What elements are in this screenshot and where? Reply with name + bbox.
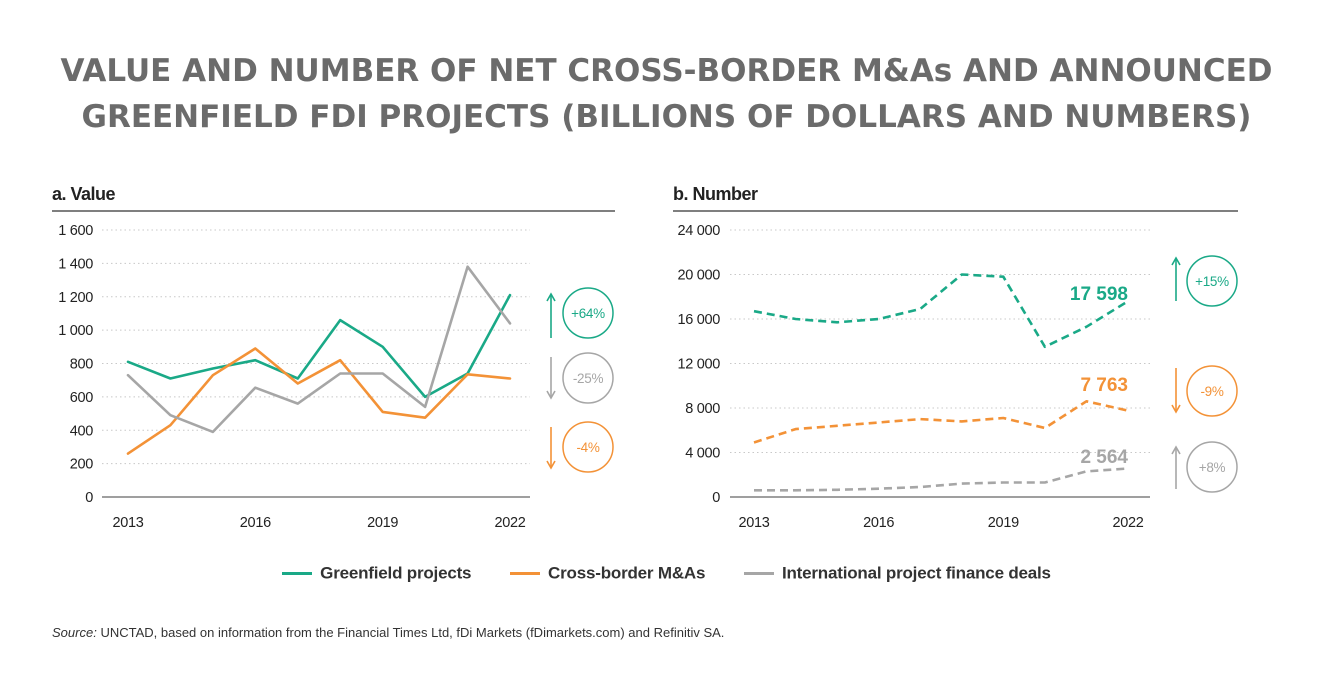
panel-number-badge-arrowhead-ma (1171, 404, 1181, 414)
panel-value-badge-label-ma: -4% (576, 440, 599, 455)
panel-number-badge-label-finance: +8% (1199, 460, 1226, 475)
panel-number-end-label-greenfield: 17 598 (1070, 284, 1128, 305)
panel-number-y-tick-label: 12 000 (677, 357, 720, 373)
panel-number-x-tick-label: 2013 (738, 515, 769, 531)
legend-swatch-ma (510, 572, 541, 576)
source-label: Source: (52, 625, 97, 640)
panel-value-y-tick-label: 800 (70, 357, 94, 373)
panel-number-y-tick-label: 8 000 (685, 401, 720, 417)
panel-value-series-finance (126, 265, 512, 434)
panel-number-badge-arrowhead-finance (1171, 445, 1181, 455)
legend-label-ma: Cross-border M&As (548, 563, 706, 583)
panel-value-badge-label-greenfield: +64% (571, 306, 605, 321)
panel-number-badge-circle-greenfield (1186, 255, 1238, 307)
panel-value-y-tick-label: 1 600 (58, 223, 93, 239)
panel-number-series-finance (754, 467, 1129, 492)
panel-value-y-tick-label: 200 (70, 457, 94, 473)
panel-number-badge-circle-ma (1186, 365, 1238, 417)
panel-number-y-tick-label: 16 000 (677, 312, 720, 328)
panel-value-x-tick-label: 2016 (240, 515, 271, 531)
panel-value-x-tick-label: 2022 (494, 515, 525, 531)
figure: a. Value 0 200 400 600 800 1 000 1 200 1 400 1 60… (52, 184, 1238, 531)
panel-value-series-greenfield (126, 293, 512, 399)
title-line-1: VALUE AND NUMBER OF NET CROSS-BORDER M&A… (60, 53, 1273, 89)
panel-value-badge-circle-ma (562, 421, 614, 473)
panel-number-series-greenfield (753, 273, 1129, 349)
panel-value-x-tick-label: 2019 (367, 515, 398, 531)
panel-value-badge-arrowhead-finance (546, 390, 556, 400)
legend-item-finance: International project finance deals (743, 563, 1051, 584)
legend-label-finance: International project finance deals (781, 563, 1051, 583)
panel-value-x-tick-label: 2013 (112, 515, 143, 531)
panel-number-badge-label-ma: -9% (1200, 384, 1223, 399)
panel-number-badge-circle-finance (1186, 441, 1238, 493)
panel-value-y-tick-label: 0 (85, 490, 93, 506)
panel-number-x-tick-label: 2022 (1112, 515, 1143, 531)
panel-value-badge-circle-greenfield (562, 287, 614, 339)
panel-number-y-tick-label: 20 000 (677, 268, 720, 284)
panel-value-badge-label-finance: -25% (573, 371, 604, 386)
legend: Greenfield projects Cross-border M&As In… (0, 563, 1333, 584)
panel-number-x-tick-label: 2019 (988, 515, 1019, 531)
panel-value-y-tick-label: 400 (70, 423, 94, 439)
panel-value-y-tick-label: 1 400 (58, 256, 93, 272)
panel-number-y-tick-label: 24 000 (677, 223, 720, 239)
panel-number-end-label-finance: 2 564 (1080, 447, 1128, 468)
panel-number-y-tick-label: 0 (712, 490, 720, 506)
title-line-2: GREENFIELD FDI PROJECTS (BILLIONS OF DOL… (81, 99, 1252, 135)
main-title: VALUE AND NUMBER OF NET CROSS-BORDER M&A… (0, 48, 1333, 140)
panel-value-badge-arrowhead-ma (546, 460, 556, 470)
panel-number-badge-label-greenfield: +15% (1195, 274, 1229, 289)
legend-swatch-greenfield (282, 572, 313, 576)
panel-number-x-tick-label: 2016 (863, 515, 894, 531)
legend-item-greenfield: Greenfield projects (282, 563, 472, 584)
panel-number-end-label-ma: 7 763 (1080, 375, 1128, 396)
panel-value-y-tick-label: 1 000 (58, 323, 93, 339)
source-text: UNCTAD, based on information from the Fi… (100, 625, 725, 640)
legend-label-greenfield: Greenfield projects (320, 563, 472, 583)
legend-swatch-finance (743, 572, 774, 576)
panel-value-series-ma (126, 347, 512, 455)
panel-value-y-tick-label: 1 200 (58, 290, 93, 306)
panel-value-title: a. Value (52, 184, 116, 204)
panel-number-series-ma (753, 399, 1129, 444)
panel-value-badge-arrowhead-greenfield (546, 292, 556, 302)
panel-value-badge-circle-finance (562, 352, 614, 404)
panel-number-y-tick-label: 4 000 (685, 446, 720, 462)
panel-number-badge-arrowhead-greenfield (1171, 256, 1181, 266)
source-note: Source: UNCTAD, based on information fro… (52, 625, 724, 640)
panel-value-y-tick-label: 600 (70, 390, 94, 406)
legend-item-ma: Cross-border M&As (510, 563, 705, 584)
panel-number-title: b. Number (673, 184, 758, 204)
